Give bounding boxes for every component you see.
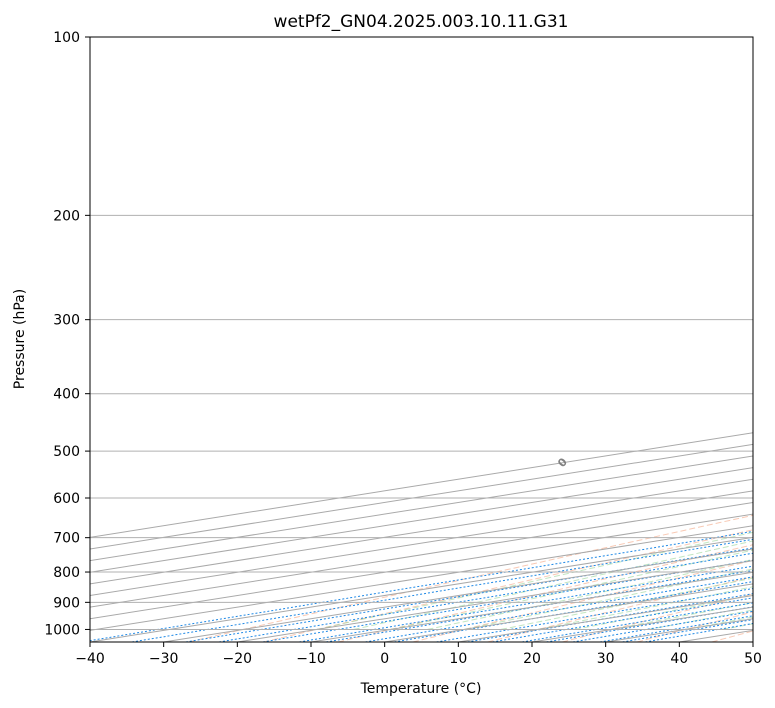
- x-tick-label: 50: [744, 651, 762, 667]
- x-tick-label: −10: [296, 651, 326, 667]
- moist-adiabat-line: [316, 531, 753, 630]
- mixing-ratio-line: [218, 552, 753, 642]
- x-tick-label: 30: [597, 651, 615, 667]
- y-tick-label: 300: [53, 313, 80, 329]
- plot-background: [90, 37, 753, 642]
- y-tick-label: 800: [53, 565, 80, 581]
- mixing-ratio-line: [131, 538, 753, 642]
- x-tick-label: −40: [75, 651, 105, 667]
- dry-adiabat-line: [487, 576, 753, 642]
- isotherm-line: [90, 455, 753, 562]
- x-tick-label: 20: [523, 651, 541, 667]
- x-tick-label: 10: [449, 651, 467, 667]
- y-tick-label: 400: [53, 387, 80, 403]
- x-tick-label: −20: [223, 651, 253, 667]
- isotherm-line: [90, 525, 753, 631]
- plot-area: -100-90-80-70-60-50-40-30-20-10102030400…: [90, 37, 753, 642]
- isotherms: [90, 432, 753, 642]
- y-axis-label: Pressure (hPa): [12, 289, 28, 389]
- isotherm-line: [90, 443, 753, 550]
- isotherm-line: [90, 478, 753, 585]
- moist-adiabat-line: [500, 577, 753, 630]
- x-tick-label: 0: [380, 651, 389, 667]
- isotherm-line: [90, 513, 753, 620]
- y-tick-label: 600: [53, 491, 80, 507]
- y-tick-label: 200: [53, 208, 80, 224]
- y-tick-label: 700: [53, 531, 80, 547]
- isotherm-line: [90, 490, 753, 596]
- isotherm-line: [90, 467, 753, 573]
- mixing-ratio-line: [299, 565, 753, 642]
- y-tick-label: 500: [53, 444, 80, 460]
- mixing-ratio-line: [326, 569, 753, 642]
- mixing-ratio-line: [365, 576, 753, 642]
- y-tick-label: 1000: [44, 622, 80, 638]
- y-axis-ticks: 100 200 300 400 500 600 700 800 900 1000: [44, 30, 90, 638]
- axes-frame: [89, 36, 754, 643]
- y-tick-label: 900: [53, 595, 80, 611]
- isotherm-line: [90, 536, 753, 642]
- x-axis-ticks: −40 −30 −20 −10 0 10 20 30 40 50: [75, 642, 762, 667]
- y-tick-label: 100: [53, 30, 80, 46]
- pressure-gridlines: [90, 37, 753, 630]
- chart-title: wetPf2_GN04.2025.003.10.11.G31: [274, 12, 569, 32]
- x-tick-label: −30: [149, 651, 179, 667]
- mixing-ratio-line: [599, 615, 753, 642]
- dry-adiabat-line: [188, 514, 753, 642]
- x-tick-label: 40: [670, 651, 688, 667]
- x-axis-label: Temperature (°C): [360, 681, 482, 697]
- isotherm-line: [90, 501, 753, 608]
